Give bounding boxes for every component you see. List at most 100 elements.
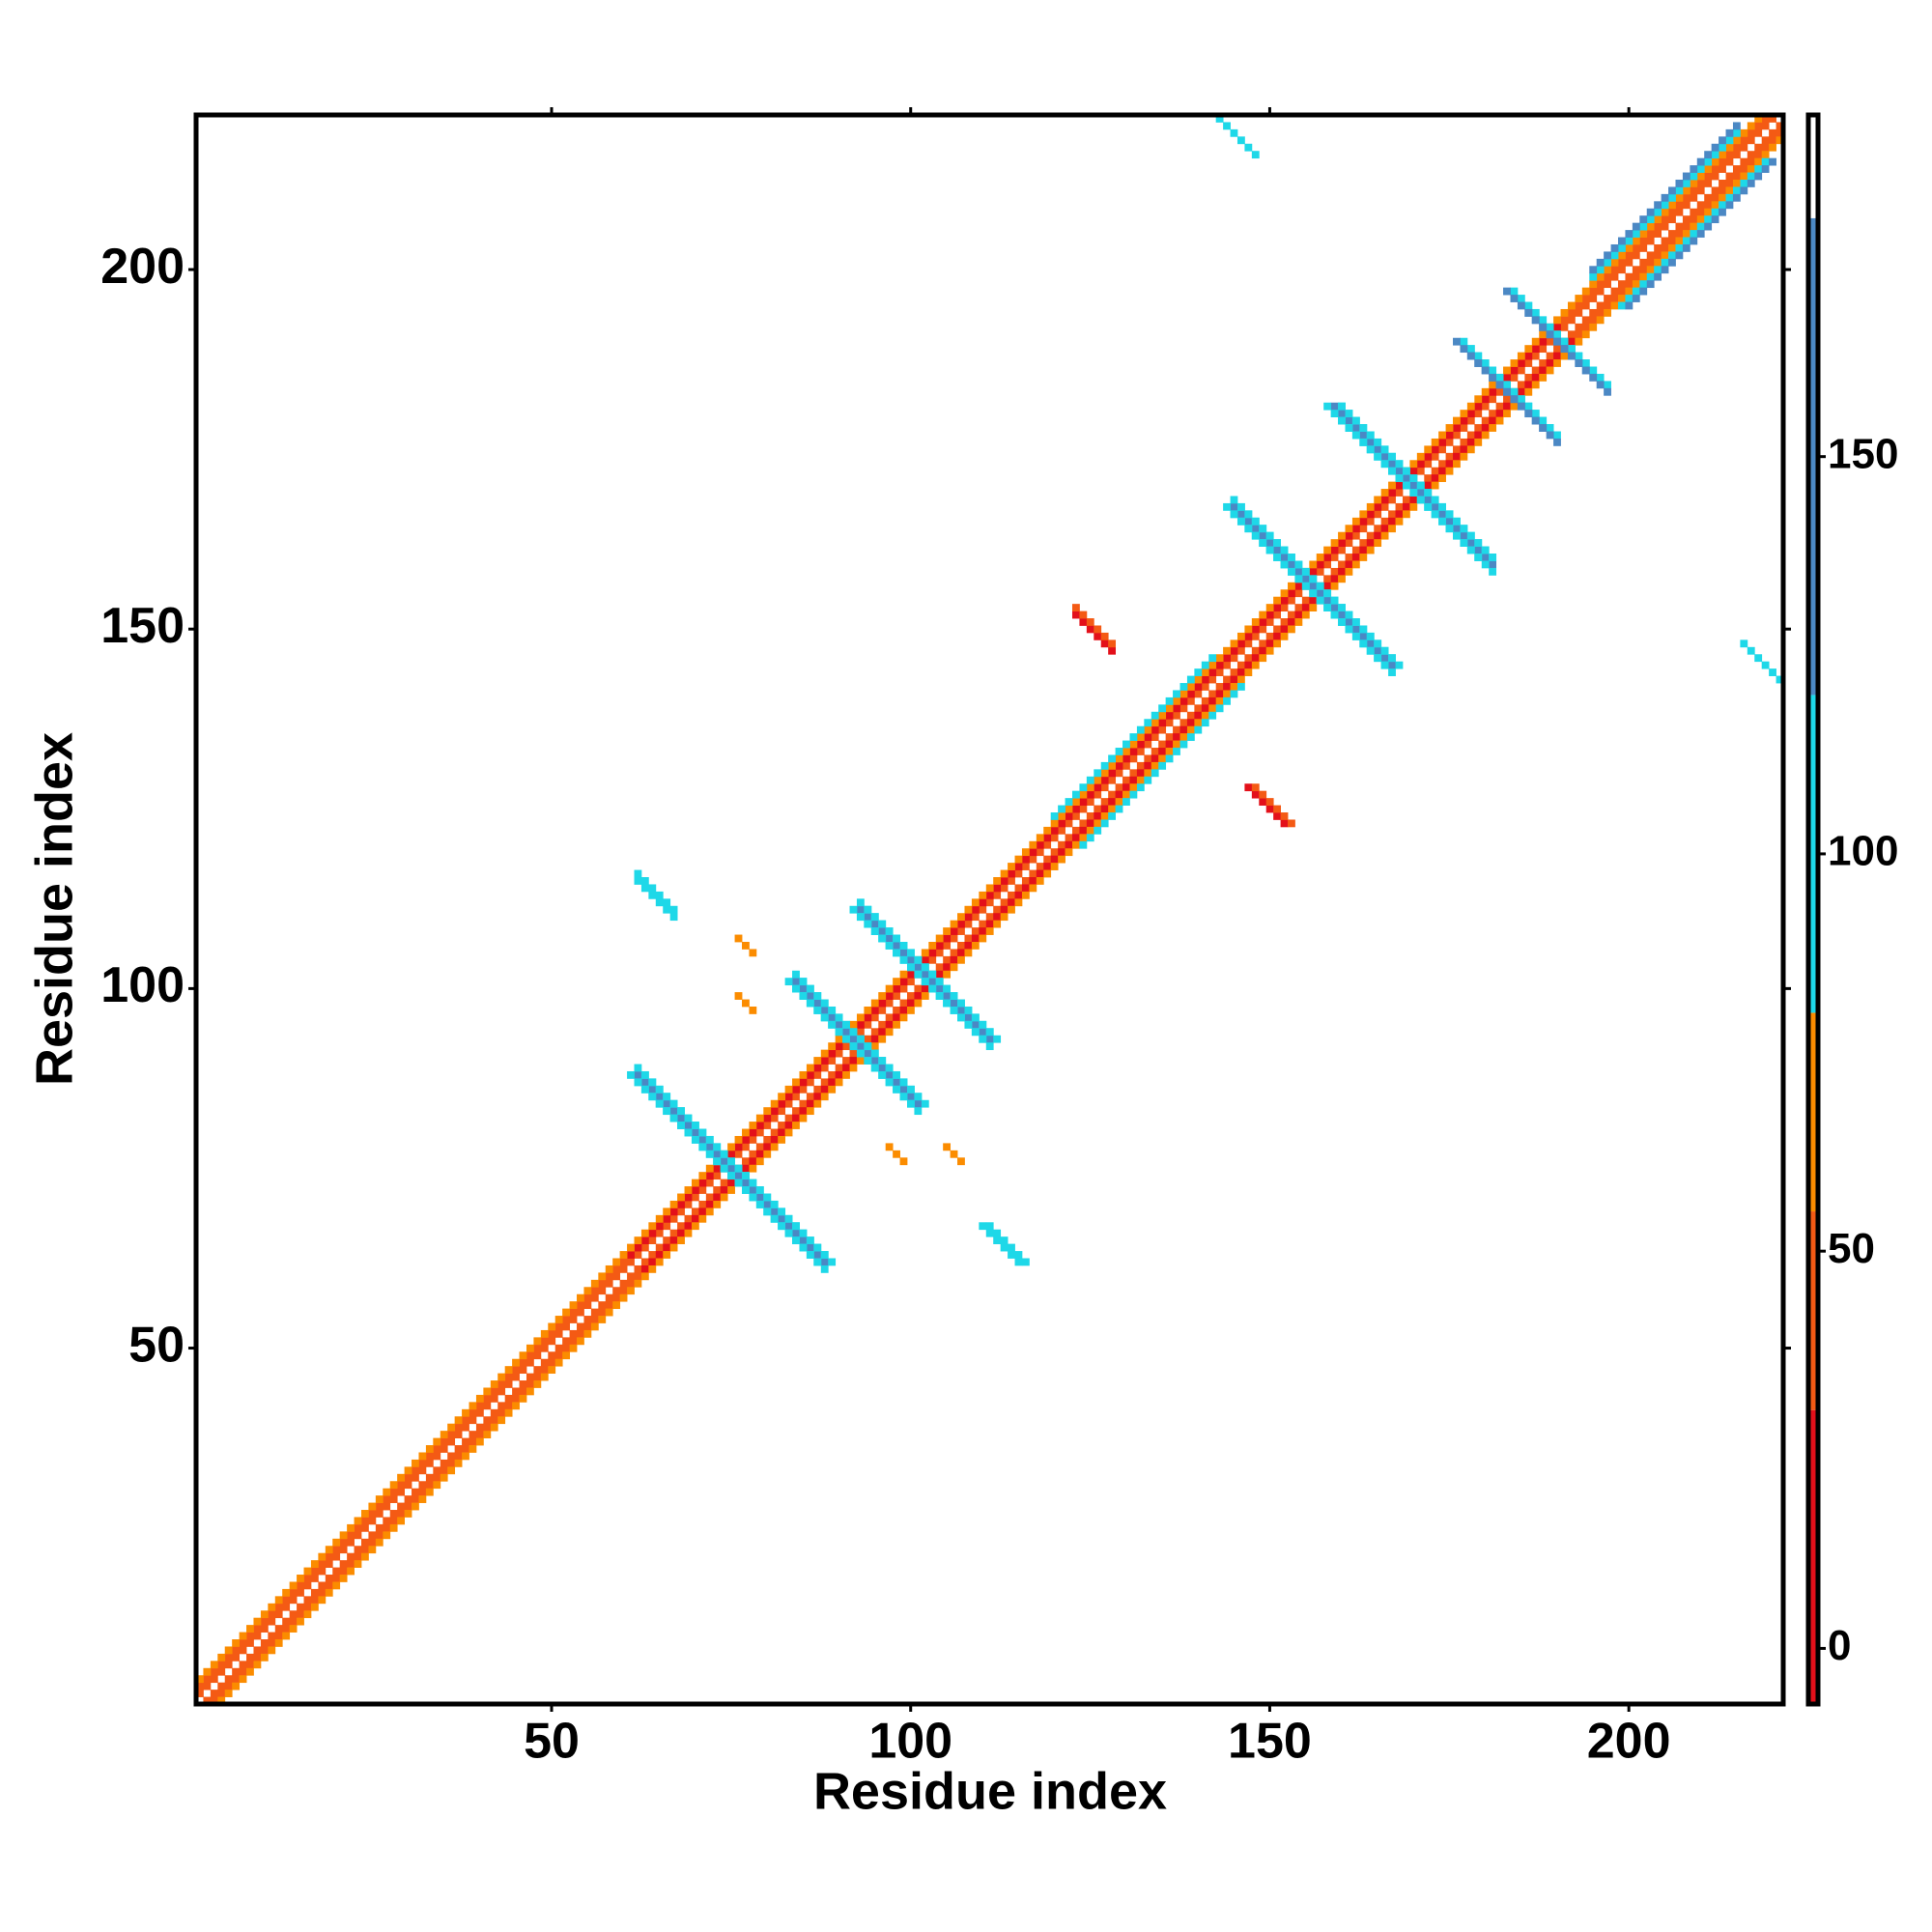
cell <box>691 1208 699 1216</box>
cell <box>1424 502 1433 511</box>
cell <box>383 1523 391 1532</box>
cell <box>806 1099 814 1108</box>
cell <box>548 1351 556 1360</box>
cell <box>1740 179 1748 187</box>
cell <box>742 941 750 950</box>
cell <box>770 1135 779 1144</box>
cell <box>1294 618 1303 626</box>
cell <box>1696 157 1705 166</box>
cell <box>885 984 894 993</box>
cell <box>885 1078 894 1087</box>
cell <box>1008 905 1015 914</box>
cell <box>1639 280 1648 289</box>
cell <box>1618 280 1626 289</box>
cell <box>1395 474 1404 483</box>
cell <box>993 905 1002 914</box>
cell <box>1309 582 1318 590</box>
cell <box>490 1387 498 1396</box>
cell <box>971 905 980 914</box>
cell <box>1043 826 1052 835</box>
cell <box>993 1035 1002 1043</box>
cell <box>1495 381 1504 389</box>
cell <box>404 1510 412 1518</box>
cell <box>634 1236 642 1245</box>
cell <box>1071 604 1080 611</box>
cell <box>1747 128 1755 137</box>
cell <box>979 1028 987 1037</box>
cell <box>1646 266 1655 274</box>
cell <box>1380 531 1389 540</box>
cell <box>318 1588 327 1597</box>
colorbar-frame <box>1805 112 1821 1707</box>
cell <box>268 1603 276 1611</box>
cell <box>1466 531 1475 540</box>
cell <box>1330 546 1339 554</box>
cell <box>705 1135 714 1144</box>
cell <box>433 1452 441 1461</box>
cell <box>1345 554 1353 561</box>
cell <box>1474 438 1483 446</box>
cell <box>1395 460 1404 469</box>
cell <box>1351 546 1360 554</box>
cell <box>640 1229 649 1237</box>
cell <box>590 1316 599 1323</box>
cell <box>1553 359 1561 367</box>
cell <box>1173 696 1180 705</box>
cell <box>1366 646 1375 655</box>
cell <box>203 1675 212 1684</box>
cell <box>1201 719 1209 727</box>
cell <box>663 1099 671 1108</box>
cell <box>1416 481 1425 490</box>
cell <box>1690 193 1698 202</box>
cell <box>1661 258 1669 267</box>
cell <box>1345 531 1353 540</box>
cell <box>1466 410 1475 418</box>
cell <box>1466 416 1475 425</box>
cell <box>1754 165 1763 173</box>
cell <box>727 1150 735 1158</box>
cell <box>1094 632 1102 640</box>
cell <box>440 1431 448 1438</box>
cell <box>1625 243 1634 252</box>
cell <box>1065 840 1073 849</box>
cell <box>627 1251 635 1259</box>
cell <box>993 913 1002 922</box>
cell <box>1761 115 1770 123</box>
cell <box>412 1466 419 1475</box>
cell <box>669 1243 678 1252</box>
cell <box>1374 539 1382 548</box>
cell <box>1021 891 1030 899</box>
cell <box>310 1567 319 1576</box>
cell <box>820 1093 829 1101</box>
cell <box>1094 819 1102 828</box>
cell <box>813 1093 822 1101</box>
cell <box>1725 201 1734 210</box>
cell <box>1388 481 1396 490</box>
cell <box>612 1264 621 1273</box>
cell <box>619 1293 628 1302</box>
cell <box>1575 295 1583 302</box>
cell <box>1388 489 1396 497</box>
cell <box>1466 445 1475 454</box>
cell <box>1108 805 1117 813</box>
cell <box>1517 387 1525 396</box>
cell <box>1065 848 1073 857</box>
cell <box>1338 402 1346 411</box>
cell <box>749 1193 757 1202</box>
cell <box>1100 798 1109 806</box>
cell <box>1489 366 1497 375</box>
cell <box>1129 790 1138 799</box>
cell <box>425 1459 434 1467</box>
cell <box>820 1258 829 1266</box>
cell <box>526 1351 534 1360</box>
cell <box>1732 143 1741 152</box>
cell <box>669 1208 678 1216</box>
cell <box>1725 157 1734 166</box>
cell <box>1244 639 1253 648</box>
cell <box>389 1495 398 1503</box>
cell <box>1244 661 1253 669</box>
cell <box>1351 554 1360 561</box>
cell <box>691 1214 699 1223</box>
cell <box>1230 128 1238 137</box>
cell <box>1639 222 1648 231</box>
